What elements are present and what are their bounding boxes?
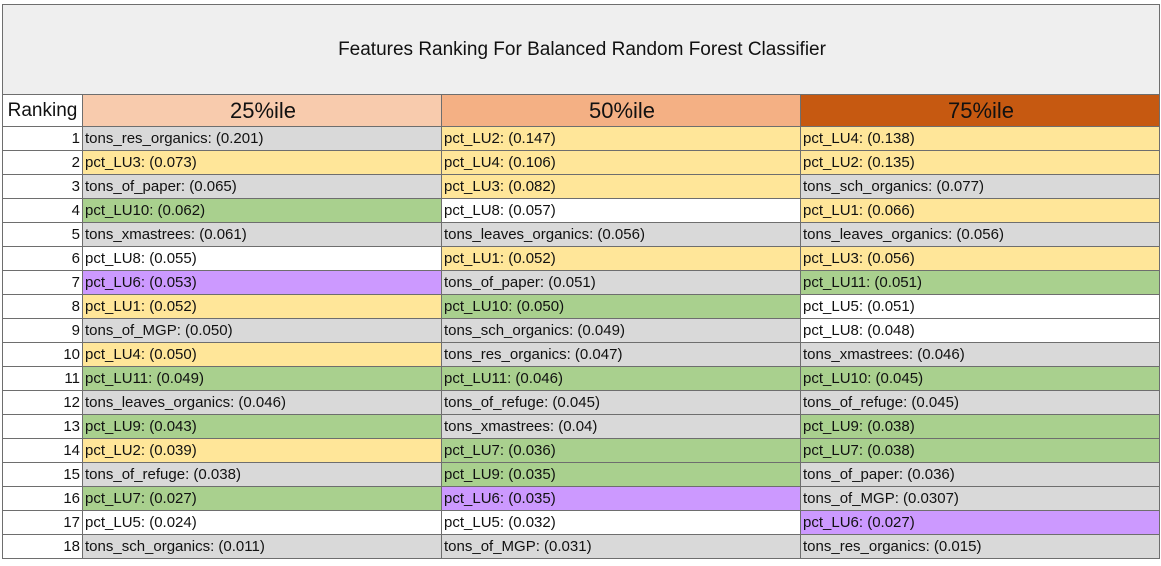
rank-cell[interactable]: 14 [2, 438, 83, 463]
feature-cell[interactable]: pct_LU8: (0.048) [799, 318, 1161, 343]
feature-cell[interactable]: tons_xmastrees: (0.04) [441, 414, 801, 439]
feature-cell[interactable]: pct_LU8: (0.055) [82, 246, 442, 271]
column-header-50[interactable]: 50%ile [441, 94, 801, 127]
feature-cell[interactable]: tons_xmastrees: (0.046) [799, 342, 1161, 367]
feature-cell[interactable]: pct_LU3: (0.056) [799, 246, 1161, 271]
rank-cell[interactable]: 4 [2, 198, 83, 223]
feature-cell[interactable]: tons_of_MGP: (0.050) [82, 318, 442, 343]
table-row: 17 pct_LU5: (0.024) pct_LU5: (0.032) pct_LU… [2, 510, 1161, 535]
table-row: 18 tons_sch_organics: (0.011) tons_of_MGP:… [2, 534, 1161, 559]
rank-cell[interactable]: 18 [2, 534, 83, 559]
feature-cell[interactable]: tons_of_paper: (0.051) [441, 270, 801, 295]
feature-cell[interactable]: pct_LU4: (0.106) [441, 150, 801, 175]
feature-cell[interactable]: tons_res_organics: (0.015) [799, 534, 1161, 559]
feature-cell[interactable]: tons_res_organics: (0.201) [82, 126, 442, 151]
table-row: 16 pct_LU7: (0.027) pct_LU6: (0.035) tons_o… [2, 486, 1161, 511]
spreadsheet-sheet: Features Ranking For Balanced Random For… [1, 4, 1161, 564]
feature-cell[interactable]: tons_leaves_organics: (0.056) [441, 222, 801, 247]
feature-cell[interactable]: pct_LU6: (0.035) [441, 486, 801, 511]
feature-cell[interactable]: pct_LU7: (0.038) [799, 438, 1161, 463]
feature-cell[interactable]: tons_of_MGP: (0.031) [441, 534, 801, 559]
table-row: 9 tons_of_MGP: (0.050) tons_sch_organics: … [2, 318, 1161, 343]
table-row: 12 tons_leaves_organics: (0.046) tons_of_r… [2, 390, 1161, 415]
rank-cell[interactable]: 1 [2, 126, 83, 151]
feature-cell[interactable]: pct_LU3: (0.082) [441, 174, 801, 199]
ranking-header[interactable]: Ranking [2, 94, 83, 127]
feature-cell[interactable]: pct_LU6: (0.027) [799, 510, 1161, 535]
table-row: 8 pct_LU1: (0.052) pct_LU10: (0.050) pct_LU… [2, 294, 1161, 319]
rank-cell[interactable]: 11 [2, 366, 83, 391]
feature-cell[interactable]: tons_sch_organics: (0.011) [82, 534, 442, 559]
column-header-75[interactable]: 75%ile [799, 94, 1161, 127]
feature-cell[interactable]: pct_LU4: (0.050) [82, 342, 442, 367]
feature-cell[interactable]: pct_LU1: (0.066) [799, 198, 1161, 223]
feature-cell[interactable]: pct_LU10: (0.062) [82, 198, 442, 223]
feature-cell[interactable]: pct_LU9: (0.043) [82, 414, 442, 439]
feature-cell[interactable]: pct_LU10: (0.045) [799, 366, 1161, 391]
feature-cell[interactable]: tons_of_refuge: (0.038) [82, 462, 442, 487]
rank-cell[interactable]: 5 [2, 222, 83, 247]
rank-cell[interactable]: 8 [2, 294, 83, 319]
feature-cell[interactable]: tons_leaves_organics: (0.056) [799, 222, 1161, 247]
feature-cell[interactable]: tons_of_paper: (0.036) [799, 462, 1161, 487]
table-row: 11 pct_LU11: (0.049) pct_LU11: (0.046) pct_… [2, 366, 1161, 391]
feature-ranking-table: Features Ranking For Balanced Random For… [1, 4, 1161, 559]
column-header-25[interactable]: 25%ile [82, 94, 442, 127]
feature-cell[interactable]: pct_LU7: (0.036) [441, 438, 801, 463]
rank-cell[interactable]: 3 [2, 174, 83, 199]
feature-cell[interactable]: pct_LU9: (0.038) [799, 414, 1161, 439]
feature-cell[interactable]: pct_LU3: (0.073) [82, 150, 442, 175]
feature-cell[interactable]: pct_LU1: (0.052) [441, 246, 801, 271]
rank-cell[interactable]: 10 [2, 342, 83, 367]
feature-cell[interactable]: pct_LU11: (0.049) [82, 366, 442, 391]
feature-cell[interactable]: pct_LU1: (0.052) [82, 294, 442, 319]
rank-cell[interactable]: 9 [2, 318, 83, 343]
rank-cell[interactable]: 17 [2, 510, 83, 535]
feature-cell[interactable]: pct_LU5: (0.024) [82, 510, 442, 535]
feature-cell[interactable]: pct_LU10: (0.050) [441, 294, 801, 319]
feature-cell[interactable]: pct_LU4: (0.138) [799, 126, 1161, 151]
feature-cell[interactable]: tons_leaves_organics: (0.046) [82, 390, 442, 415]
table-row: 2 pct_LU3: (0.073) pct_LU4: (0.106) pct_LU2… [2, 150, 1161, 175]
feature-cell[interactable]: pct_LU9: (0.035) [441, 462, 801, 487]
table-row: 3 tons_of_paper: (0.065) pct_LU3: (0.082) t… [2, 174, 1161, 199]
feature-cell[interactable]: pct_LU6: (0.053) [82, 270, 442, 295]
rank-cell[interactable]: 13 [2, 414, 83, 439]
feature-cell[interactable]: tons_res_organics: (0.047) [441, 342, 801, 367]
feature-cell[interactable]: pct_LU2: (0.147) [441, 126, 801, 151]
feature-cell[interactable]: pct_LU8: (0.057) [441, 198, 801, 223]
table-row: 7 pct_LU6: (0.053) tons_of_paper: (0.051) p… [2, 270, 1161, 295]
feature-cell[interactable]: tons_of_refuge: (0.045) [441, 390, 801, 415]
table-row: 6 pct_LU8: (0.055) pct_LU1: (0.052) pct_LU3… [2, 246, 1161, 271]
header-row: Ranking 25%ile 50%ile 75%ile [2, 94, 1161, 127]
title-row: Features Ranking For Balanced Random For… [1, 4, 1161, 95]
rank-cell[interactable]: 15 [2, 462, 83, 487]
feature-cell[interactable]: pct_LU11: (0.046) [441, 366, 801, 391]
feature-cell[interactable]: pct_LU2: (0.039) [82, 438, 442, 463]
table-row: 15 tons_of_refuge: (0.038) pct_LU9: (0.035… [2, 462, 1161, 487]
rank-cell[interactable]: 6 [2, 246, 83, 271]
table-row: 13 pct_LU9: (0.043) tons_xmastrees: (0.04)… [2, 414, 1161, 439]
rank-cell[interactable]: 7 [2, 270, 83, 295]
rank-cell[interactable]: 12 [2, 390, 83, 415]
feature-cell[interactable]: pct_LU11: (0.051) [799, 270, 1161, 295]
rank-cell[interactable]: 16 [2, 486, 83, 511]
feature-cell[interactable]: pct_LU5: (0.032) [441, 510, 801, 535]
table-row: 5 tons_xmastrees: (0.061) tons_leaves_orga… [2, 222, 1161, 247]
feature-cell[interactable]: pct_LU5: (0.051) [799, 294, 1161, 319]
feature-cell[interactable]: tons_sch_organics: (0.077) [799, 174, 1161, 199]
feature-cell[interactable]: tons_of_refuge: (0.045) [799, 390, 1161, 415]
table-row: 10 pct_LU4: (0.050) tons_res_organics: (0.… [2, 342, 1161, 367]
table-row: 1 tons_res_organics: (0.201) pct_LU2: (0.1… [2, 126, 1161, 151]
feature-cell[interactable]: tons_of_MGP: (0.0307) [799, 486, 1161, 511]
feature-cell[interactable]: tons_xmastrees: (0.061) [82, 222, 442, 247]
feature-cell[interactable]: tons_of_paper: (0.065) [82, 174, 442, 199]
feature-cell[interactable]: pct_LU2: (0.135) [799, 150, 1161, 175]
table-row: 4 pct_LU10: (0.062) pct_LU8: (0.057) pct_LU… [2, 198, 1161, 223]
feature-cell[interactable]: pct_LU7: (0.027) [82, 486, 442, 511]
rank-cell[interactable]: 2 [2, 150, 83, 175]
feature-cell[interactable]: tons_sch_organics: (0.049) [441, 318, 801, 343]
table-title[interactable]: Features Ranking For Balanced Random For… [1, 4, 1161, 95]
table-row: 14 pct_LU2: (0.039) pct_LU7: (0.036) pct_LU… [2, 438, 1161, 463]
